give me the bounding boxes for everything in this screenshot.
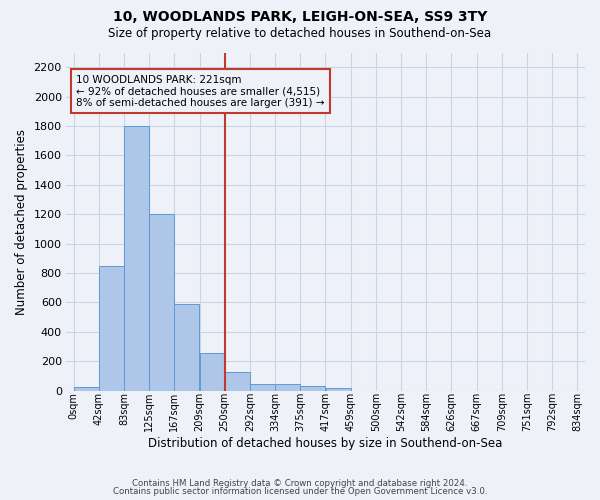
Bar bbox=[175, 304, 199, 390]
Bar bbox=[200, 353, 224, 391]
Bar bbox=[301, 386, 325, 390]
Bar bbox=[149, 214, 174, 390]
Bar bbox=[326, 388, 350, 390]
X-axis label: Distribution of detached houses by size in Southend-on-Sea: Distribution of detached houses by size … bbox=[148, 437, 503, 450]
Text: Contains HM Land Registry data © Crown copyright and database right 2024.: Contains HM Land Registry data © Crown c… bbox=[132, 478, 468, 488]
Y-axis label: Number of detached properties: Number of detached properties bbox=[15, 128, 28, 314]
Bar bbox=[250, 384, 275, 390]
Text: Size of property relative to detached houses in Southend-on-Sea: Size of property relative to detached ho… bbox=[109, 28, 491, 40]
Text: 10 WOODLANDS PARK: 221sqm
← 92% of detached houses are smaller (4,515)
8% of sem: 10 WOODLANDS PARK: 221sqm ← 92% of detac… bbox=[76, 74, 325, 108]
Bar bbox=[124, 126, 149, 390]
Bar bbox=[275, 384, 300, 390]
Bar bbox=[74, 387, 98, 390]
Bar bbox=[225, 372, 250, 390]
Text: Contains public sector information licensed under the Open Government Licence v3: Contains public sector information licen… bbox=[113, 487, 487, 496]
Bar bbox=[99, 266, 124, 390]
Text: 10, WOODLANDS PARK, LEIGH-ON-SEA, SS9 3TY: 10, WOODLANDS PARK, LEIGH-ON-SEA, SS9 3T… bbox=[113, 10, 487, 24]
